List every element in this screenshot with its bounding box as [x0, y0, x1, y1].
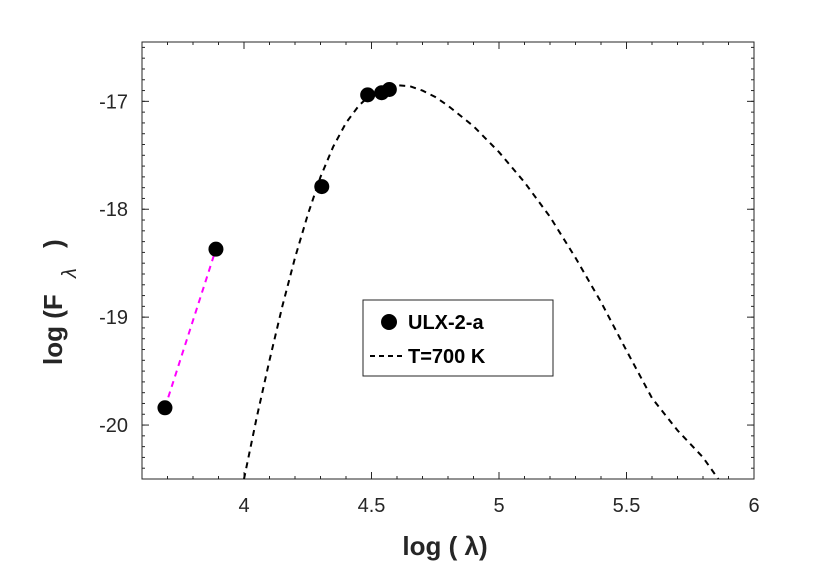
major-ticks	[142, 42, 755, 479]
data-point	[314, 179, 330, 195]
legend-label-ulx: ULX-2-a	[408, 312, 484, 334]
y-axis-label-subscript: λ	[59, 268, 81, 279]
legend-label-model: T=700 K	[408, 346, 486, 368]
x-tick-label: 4.5	[358, 495, 386, 517]
blackbody-curve	[243, 84, 720, 480]
x-tick-label: 4	[238, 495, 249, 517]
y-tick-label: -19	[99, 307, 128, 329]
y-axis-label: log (F λ )	[38, 239, 81, 365]
y-tick-label: -20	[99, 415, 128, 437]
data-point	[360, 87, 376, 103]
data-point	[208, 241, 224, 257]
y-tick-label: -17	[99, 91, 128, 113]
connecting-line	[163, 248, 217, 409]
legend-marker-icon	[381, 314, 397, 330]
series-layer	[157, 81, 720, 480]
x-tick-label: 6	[748, 495, 759, 517]
y-tick-labels: -20 -19 -18 -17	[99, 91, 128, 437]
data-point	[157, 400, 173, 416]
legend-box	[362, 299, 554, 377]
x-axis-label: log ( λ)	[402, 531, 487, 561]
x-tick-label: 5	[493, 495, 504, 517]
x-tick-label: 5.5	[613, 495, 641, 517]
x-tick-labels: 4 4.5 5 5.5 6	[238, 495, 759, 517]
data-point	[381, 81, 397, 97]
y-tick-label: -18	[99, 199, 128, 221]
y-axis-label-close: )	[38, 239, 68, 248]
plot-area	[141, 41, 755, 480]
y-axis-label-main: log (F	[38, 294, 68, 365]
legend: ULX-2-a T=700 K	[362, 299, 554, 377]
